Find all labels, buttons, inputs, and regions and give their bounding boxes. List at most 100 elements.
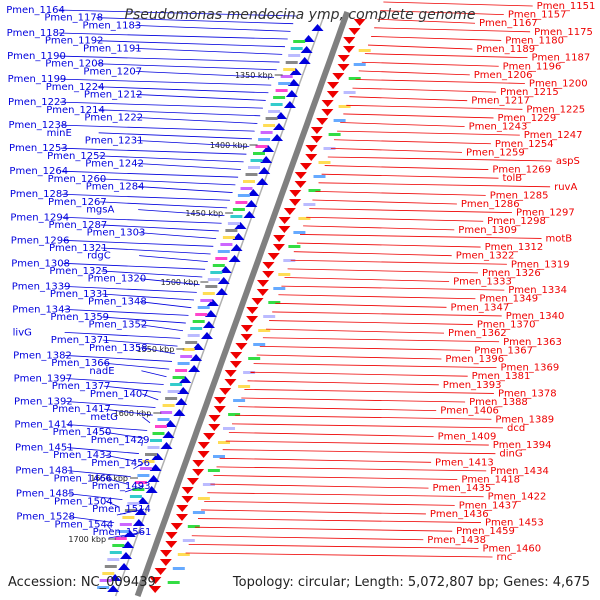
gene-label-right: Pmen_1151 — [537, 1, 596, 12]
reverse-gene-arrow — [337, 64, 350, 71]
feature-band — [157, 418, 170, 421]
kbp-tick-label: 1450 kbp — [185, 209, 223, 218]
feature-band — [160, 411, 173, 414]
feature-band — [213, 455, 225, 458]
gene-label-left: Pmen_1260 — [48, 174, 107, 185]
gene-leader-line-right — [185, 552, 493, 558]
gene-leader-line-right — [340, 122, 465, 127]
forward-gene-arrow — [230, 244, 243, 251]
gene-leader-line-right — [327, 156, 552, 162]
feature-band — [212, 264, 225, 267]
gene-leader-line-left — [60, 147, 247, 155]
gene-leader-line-right — [333, 139, 491, 145]
kbp-tick-label: 1650 kbp — [90, 474, 128, 483]
feature-band — [255, 145, 268, 148]
gene-leader-line-right — [213, 475, 458, 480]
forward-gene-arrow — [164, 420, 177, 427]
gene-leader-line-right — [293, 251, 452, 257]
forward-gene-arrow — [118, 563, 131, 570]
forward-gene-arrow — [311, 24, 324, 31]
feature-band — [303, 203, 316, 206]
gene-label-right: Pmen_1215 — [500, 87, 559, 98]
gene-leader-line-left — [108, 531, 145, 539]
gene-label-right: Pmen_1175 — [534, 27, 593, 38]
gene-leader-line-right — [238, 406, 437, 412]
feature-band — [258, 138, 271, 141]
gene-label-left: Pmen_1321 — [49, 243, 108, 254]
gene-leader-line-left — [100, 224, 219, 232]
reverse-gene-arrow — [246, 307, 259, 314]
backbone-inner — [114, 11, 327, 597]
reverse-gene-arrow — [197, 442, 210, 449]
feature-band — [185, 341, 198, 344]
feature-band — [263, 315, 276, 318]
forward-gene-arrow — [107, 585, 120, 592]
forward-gene-arrow — [274, 112, 287, 119]
reverse-gene-arrow — [337, 55, 350, 62]
genome-summary-text: Topology: circular; Length: 5,072,807 bp… — [232, 575, 590, 590]
gene-label-right: Pmen_1388 — [469, 397, 528, 408]
reverse-gene-arrow — [176, 514, 188, 521]
gene-leader-line-right — [318, 182, 551, 188]
gene-label-left: Pmen_1183 — [83, 20, 142, 31]
feature-band — [283, 68, 296, 71]
reverse-gene-arrow — [170, 523, 183, 530]
feature-band — [245, 173, 258, 176]
gene-leader-line-right — [222, 449, 496, 455]
gene-label-right: Pmen_1298 — [487, 216, 546, 227]
feature-band — [263, 124, 276, 127]
gene-leader-line-right — [361, 61, 499, 67]
reverse-gene-arrow — [272, 244, 285, 251]
gene-label-left: Pmen_1343 — [12, 304, 71, 315]
feature-band — [248, 166, 260, 169]
reverse-gene-arrow — [208, 424, 221, 431]
forward-gene-arrow — [258, 167, 271, 174]
feature-band — [288, 245, 301, 248]
gene-label-left: Pmen_1224 — [46, 82, 105, 93]
feature-band — [313, 175, 326, 178]
reverse-gene-arrow — [229, 361, 242, 368]
forward-gene-arrow — [120, 552, 132, 559]
gene-leader-line-left — [96, 17, 294, 25]
reverse-gene-arrow — [251, 298, 264, 305]
gene-leader-line-left — [97, 63, 277, 71]
feature-band — [343, 91, 356, 94]
gene-leader-line-right — [281, 285, 505, 291]
gene-leader-line-left — [137, 186, 233, 193]
gene-label-right: dcd — [507, 423, 525, 434]
gene-leader-line-left — [97, 86, 269, 94]
gene-label-right: Pmen_1319 — [511, 259, 570, 270]
reverse-gene-arrow — [154, 568, 167, 575]
reverse-gene-arrow — [214, 397, 226, 404]
gene-label-right: Pmen_1393 — [443, 380, 502, 391]
forward-gene-arrow — [121, 541, 134, 548]
gene-leader-line-right — [364, 53, 528, 59]
feature-band — [232, 208, 245, 211]
gene-leader-line-left — [135, 71, 275, 78]
gene-label-right: Pmen_1362 — [448, 328, 507, 339]
gene-leader-line-left — [62, 216, 222, 224]
feature-band — [124, 509, 137, 512]
map-title: Pseudomonas mendocina ymp, complete geno… — [124, 7, 476, 23]
forward-gene-arrow — [192, 343, 205, 350]
reverse-gene-arrow — [310, 127, 323, 134]
gene-leader-line-left — [66, 447, 139, 454]
feature-band — [104, 565, 117, 568]
gene-label-left: Pmen_1433 — [53, 450, 112, 461]
gene-label-right: Pmen_1396 — [445, 354, 504, 365]
gene-leader-line-right — [207, 492, 484, 498]
gene-leader-line-left — [141, 393, 159, 401]
gene-label-right: Pmen_1363 — [503, 337, 562, 348]
feature-band — [155, 425, 167, 428]
forward-gene-arrow — [204, 310, 217, 317]
forward-gene-arrow — [177, 387, 190, 394]
gene-leader-line-right — [346, 104, 523, 110]
feature-band — [182, 539, 195, 542]
feature-band — [197, 497, 210, 500]
gene-leader-line-right — [191, 535, 424, 541]
feature-band — [253, 152, 265, 155]
gene-leader-line-right — [330, 147, 463, 153]
feature-band — [248, 357, 261, 360]
gene-leader-line-right — [269, 320, 473, 325]
feature-band — [243, 180, 255, 183]
